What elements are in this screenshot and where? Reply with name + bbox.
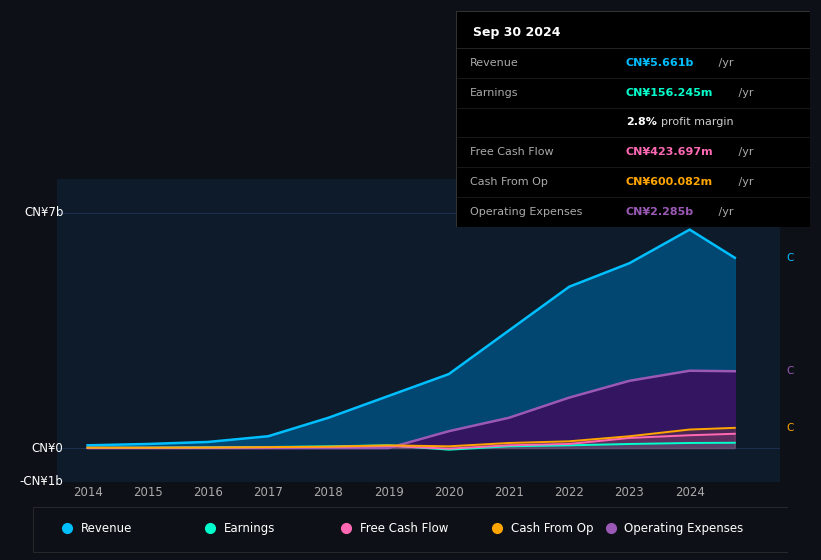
- Text: /yr: /yr: [735, 87, 754, 97]
- Text: Free Cash Flow: Free Cash Flow: [360, 522, 448, 535]
- Text: /yr: /yr: [715, 58, 734, 68]
- Text: Cash From Op: Cash From Op: [511, 522, 594, 535]
- Text: /yr: /yr: [735, 177, 754, 187]
- Text: Revenue: Revenue: [470, 58, 519, 68]
- Text: C: C: [786, 253, 793, 263]
- Text: CN¥156.245m: CN¥156.245m: [626, 87, 713, 97]
- Text: /yr: /yr: [735, 147, 754, 157]
- Text: C: C: [786, 423, 793, 433]
- Text: C: C: [786, 366, 793, 376]
- Text: Cash From Op: Cash From Op: [470, 177, 548, 187]
- Text: CN¥7b: CN¥7b: [24, 206, 63, 220]
- Text: CN¥5.661b: CN¥5.661b: [626, 58, 695, 68]
- Text: Sep 30 2024: Sep 30 2024: [474, 26, 561, 39]
- Text: CN¥2.285b: CN¥2.285b: [626, 207, 694, 217]
- Text: CN¥600.082m: CN¥600.082m: [626, 177, 713, 187]
- Text: /yr: /yr: [715, 207, 734, 217]
- Text: Free Cash Flow: Free Cash Flow: [470, 147, 553, 157]
- Text: Earnings: Earnings: [470, 87, 518, 97]
- Text: CN¥423.697m: CN¥423.697m: [626, 147, 713, 157]
- Text: Earnings: Earnings: [224, 522, 275, 535]
- Text: profit margin: profit margin: [662, 118, 734, 128]
- Text: Operating Expenses: Operating Expenses: [470, 207, 582, 217]
- Text: CN¥0: CN¥0: [32, 441, 63, 455]
- Text: 2.8%: 2.8%: [626, 118, 657, 128]
- Text: -CN¥1b: -CN¥1b: [20, 475, 63, 488]
- FancyBboxPatch shape: [456, 11, 810, 227]
- Text: Revenue: Revenue: [80, 522, 132, 535]
- Text: Operating Expenses: Operating Expenses: [624, 522, 744, 535]
